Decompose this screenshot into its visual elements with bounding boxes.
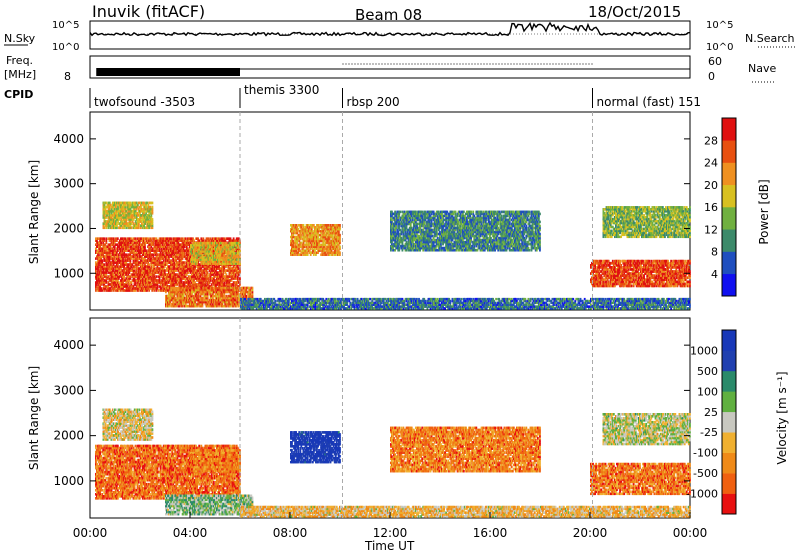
cpid-mode-label: rbsp 200 xyxy=(347,95,400,109)
nave-tick-low: 0 xyxy=(708,70,715,83)
heatmap-cell xyxy=(103,263,105,266)
nsearch-tick-high: 10^5 xyxy=(706,20,733,31)
heatmap-cell xyxy=(236,258,238,261)
heatmap-cell xyxy=(245,295,247,298)
heatmap-cell xyxy=(239,277,241,280)
cpid-mode-label: twofsound -3503 xyxy=(94,95,195,109)
cpid-label: CPID xyxy=(4,88,33,101)
heatmap-cell xyxy=(225,242,227,245)
nsky-line xyxy=(90,23,690,36)
heatmap-cell xyxy=(207,271,209,274)
heatmap-cell xyxy=(105,237,107,240)
freq-label-line1: Freq. xyxy=(6,54,33,67)
heatmap-cell xyxy=(303,224,305,227)
nsky-tick-low: 10^0 xyxy=(52,42,79,53)
nsky-trace xyxy=(90,23,690,36)
heatmap-cell xyxy=(170,237,172,240)
heatmap-cell xyxy=(117,237,119,240)
heatmap-cell xyxy=(101,259,103,262)
heatmap-cell xyxy=(131,226,133,229)
heatmap-cell xyxy=(152,218,154,221)
nsearch-label: N.Search xyxy=(745,32,795,45)
heatmap-cell xyxy=(158,289,160,292)
heatmap-cell xyxy=(148,263,150,266)
heatmap-cell xyxy=(234,248,236,251)
freq-label-line2: [MHz] xyxy=(4,68,36,81)
cpid-mode-label: themis 3300 xyxy=(244,83,319,97)
heatmap-cell xyxy=(202,237,204,240)
cpid-mode-label: normal (fast) 151 xyxy=(597,95,701,109)
nsky-tick-high: 10^5 xyxy=(52,20,79,31)
heatmap-cell xyxy=(211,248,213,251)
nsky-strip-frame xyxy=(90,21,690,49)
nave-label: Nave xyxy=(748,62,776,75)
heatmap-cell xyxy=(152,202,154,205)
heatmap-cell xyxy=(328,224,330,227)
radar-figure: Inuvik (fitACF) Beam 08 18/Oct/2015 N.Sk… xyxy=(0,0,800,554)
heatmap-cell xyxy=(152,206,154,209)
nave-tick-high: 60 xyxy=(708,55,722,68)
heatmap-cell xyxy=(227,291,229,294)
heatmap-cell xyxy=(184,261,186,264)
freq-trace xyxy=(96,64,690,76)
heatmap-cell xyxy=(223,254,225,257)
nave-block xyxy=(96,68,240,76)
freq-tick: 8 xyxy=(64,70,71,83)
date-title: 18/Oct/2015 xyxy=(588,3,681,21)
heatmap-cell xyxy=(252,287,254,290)
station-title: Inuvik (fitACF) xyxy=(92,2,205,21)
nsearch-tick-low: 10^0 xyxy=(706,42,733,53)
nsky-label: N.Sky xyxy=(4,32,36,45)
cpid-modes: twofsound -3503 themis 3300 rbsp 200 normal… xyxy=(90,83,701,109)
heatmap-cell xyxy=(156,275,158,278)
heatmap-cell xyxy=(103,237,105,240)
